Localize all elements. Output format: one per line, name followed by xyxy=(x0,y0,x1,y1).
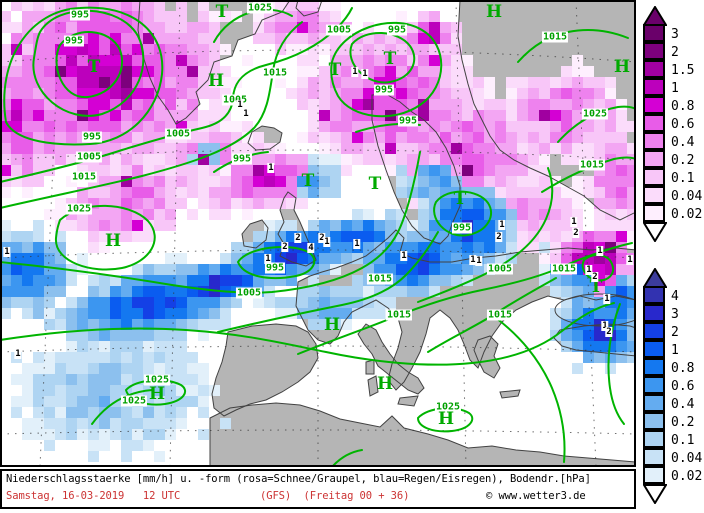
legend-row: 0.02 xyxy=(643,466,703,486)
legend-row: 1 xyxy=(643,340,703,360)
legend-row: 0.4 xyxy=(643,132,703,152)
legend-color-box xyxy=(643,24,665,42)
legend-color-box xyxy=(643,132,665,150)
legend-color-box xyxy=(643,340,665,358)
precipitation-mosaic xyxy=(2,2,634,462)
legend-color-box xyxy=(643,60,665,78)
caption-date-line: Samstag, 16-03-2019 12 UTC (GFS) (Freita… xyxy=(2,490,634,506)
map-area: 995 1025 1005 995 1015 995 1015 995 1005 1025 995 1… xyxy=(0,0,636,467)
legend-value-label: 0.6 xyxy=(671,379,695,394)
legend-value-label: 0.1 xyxy=(671,433,695,448)
legend-value-label: 0.2 xyxy=(671,415,695,430)
legend-row: 1 xyxy=(643,78,703,98)
rain-scale-up-arrow-icon xyxy=(643,268,667,288)
legend-row: 0.8 xyxy=(643,96,703,116)
legend-value-label: 1 xyxy=(671,343,679,358)
legend-color-box xyxy=(643,358,665,376)
legend-value-label: 1.5 xyxy=(671,63,695,78)
legend-color-box xyxy=(643,448,665,466)
legend-row: 0.6 xyxy=(643,114,703,134)
legend-value-label: 0.4 xyxy=(671,397,695,412)
legend-value-label: 0.6 xyxy=(671,117,695,132)
legend-row: 1.5 xyxy=(643,60,703,80)
legend-color-box xyxy=(643,78,665,96)
legend-color-box xyxy=(643,304,665,322)
legend-value-label: 1 xyxy=(671,81,679,96)
legend-color-box xyxy=(643,322,665,340)
legend-row: 2 xyxy=(643,42,703,62)
legend-value-label: 0.02 xyxy=(671,207,703,222)
legend-color-box xyxy=(643,394,665,412)
legend-color-box xyxy=(643,114,665,132)
legend-row: 2 xyxy=(643,322,703,342)
legend-color-box xyxy=(643,150,665,168)
legend-value-label: 0.1 xyxy=(671,171,695,186)
caption-date: Samstag, 16-03-2019 12 UTC xyxy=(6,490,181,502)
rain-scale-legend: 4 3 2 1 0.8 0.6 0.4 0.2 0.1 0.04 0.02 xyxy=(643,268,703,504)
legend-color-box xyxy=(643,96,665,114)
legend-color-box xyxy=(643,376,665,394)
legend-value-label: 0.02 xyxy=(671,469,703,484)
legend-value-label: 3 xyxy=(671,27,679,42)
legend-row: 3 xyxy=(643,304,703,324)
legend-row: 0.4 xyxy=(643,394,703,414)
legend-color-box xyxy=(643,168,665,186)
legend-row: 0.6 xyxy=(643,376,703,396)
legend-value-label: 0.04 xyxy=(671,189,703,204)
legend-row: 0.2 xyxy=(643,150,703,170)
snow-scale-legend: 3 2 1.5 1 0.8 0.6 0.4 0.2 0.1 0.04 0.02 xyxy=(643,6,703,242)
graticule-dots xyxy=(2,2,634,465)
legend-row: 0.04 xyxy=(643,186,703,206)
caption-title: Niederschlagsstaerke [mm/h] u. -form (ro… xyxy=(6,473,591,485)
legend-value-label: 3 xyxy=(671,307,679,322)
legend-color-box xyxy=(643,204,665,222)
rain-scale-down-arrow-icon xyxy=(643,484,667,504)
legend-color-box xyxy=(643,412,665,430)
legend-row: 0.02 xyxy=(643,204,703,224)
caption-copyright: © www.wetter3.de xyxy=(486,490,586,502)
coastlines xyxy=(137,2,634,465)
legend-value-label: 0.2 xyxy=(671,153,695,168)
legend-row: 3 xyxy=(643,24,703,44)
map-svg xyxy=(2,2,634,465)
legend-row: 0.2 xyxy=(643,412,703,432)
legend-value-label: 0.04 xyxy=(671,451,703,466)
legend-value-label: 4 xyxy=(671,289,679,304)
legend-value-label: 2 xyxy=(671,325,679,340)
legend-value-label: 0.8 xyxy=(671,361,695,376)
legend-color-box xyxy=(643,42,665,60)
snow-scale-down-arrow-icon xyxy=(643,222,667,242)
legend-row: 0.1 xyxy=(643,168,703,188)
legend-color-box xyxy=(643,186,665,204)
legend-color-box xyxy=(643,430,665,448)
legend-row: 4 xyxy=(643,286,703,306)
caption-box: Niederschlagsstaerke [mm/h] u. -form (ro… xyxy=(0,469,636,509)
legend-color-box xyxy=(643,286,665,304)
legend-row: 0.8 xyxy=(643,358,703,378)
legend-value-label: 0.8 xyxy=(671,99,695,114)
legend-row: 0.04 xyxy=(643,448,703,468)
legend-value-label: 2 xyxy=(671,45,679,60)
caption-model-run: (GFS) (Freitag 00 + 36) xyxy=(260,490,410,502)
legend-row: 0.1 xyxy=(643,430,703,450)
legend-value-label: 0.4 xyxy=(671,135,695,150)
snow-scale-up-arrow-icon xyxy=(643,6,667,26)
legend-color-box xyxy=(643,466,665,484)
